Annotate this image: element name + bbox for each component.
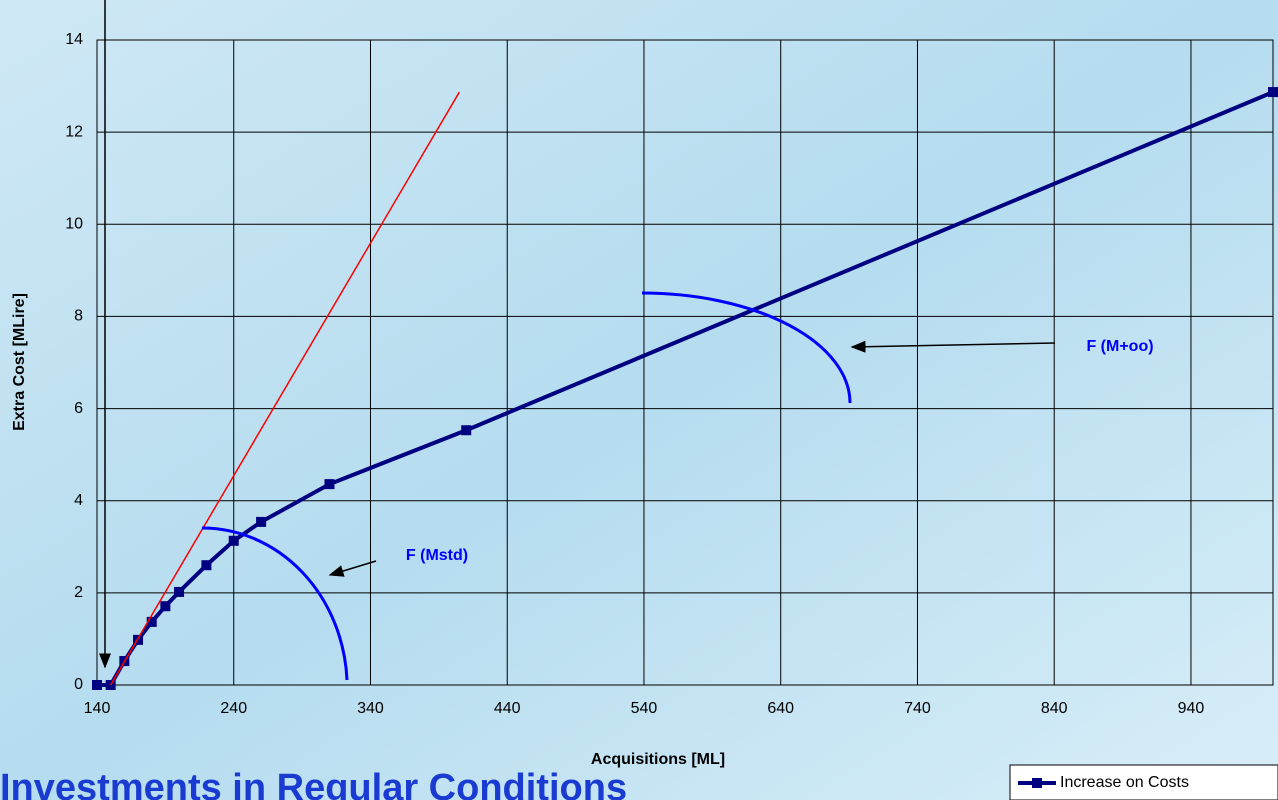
y-tick-label: 8: [74, 308, 83, 325]
marker: [461, 425, 472, 436]
legend-label: Increase on Costs: [1060, 774, 1189, 791]
arrow: [328, 560, 377, 577]
marker: [201, 560, 212, 571]
arc-moo: [641, 291, 852, 404]
marker: [146, 616, 157, 627]
tangent-line: [110, 91, 461, 686]
annotation: F (Mstd): [406, 547, 468, 564]
x-tick-label: 840: [1041, 700, 1068, 717]
y-tick-label: 0: [74, 676, 83, 693]
marker: [1268, 87, 1278, 98]
marker: [324, 479, 335, 490]
y-tick-label: 6: [74, 400, 83, 417]
slide-title: Investments in Regular Conditions: [0, 767, 627, 800]
legend-marker: [1032, 778, 1042, 788]
plot-area: 0 2 4 6 8 10 12 14 140 240 340 440 540 640 740 840 940: [65, 31, 1278, 717]
y-tick-label: 2: [74, 584, 83, 601]
marker: [256, 516, 267, 527]
annotation: F (M+oo): [1086, 338, 1153, 355]
x-axis-label: Acquisitions [ML]: [591, 751, 725, 768]
x-tick-label: 940: [1178, 700, 1205, 717]
marker: [174, 586, 185, 597]
arrow: [850, 340, 1056, 353]
y-axis-label: Extra Cost [MLire]: [11, 293, 28, 431]
x-tick-label: 440: [494, 700, 521, 717]
y-tick-label: 12: [65, 123, 83, 140]
marker: [228, 535, 239, 546]
x-tick-label: 640: [767, 700, 794, 717]
x-tick-label: 740: [904, 700, 931, 717]
x-tick-label: 140: [84, 700, 111, 717]
y-tick-label: 14: [65, 31, 83, 48]
y-tick-label: 4: [74, 492, 83, 509]
marker: [92, 680, 102, 690]
legend: Increase on Costs: [1009, 764, 1278, 800]
marker: [160, 601, 171, 612]
x-tick-label: 540: [631, 700, 658, 717]
x-tick-label: 240: [220, 700, 247, 717]
arc-mstd: [201, 526, 349, 681]
y-tick-label: 10: [65, 216, 83, 233]
plot-frame: [96, 39, 1274, 686]
x-tick-label: 340: [357, 700, 384, 717]
